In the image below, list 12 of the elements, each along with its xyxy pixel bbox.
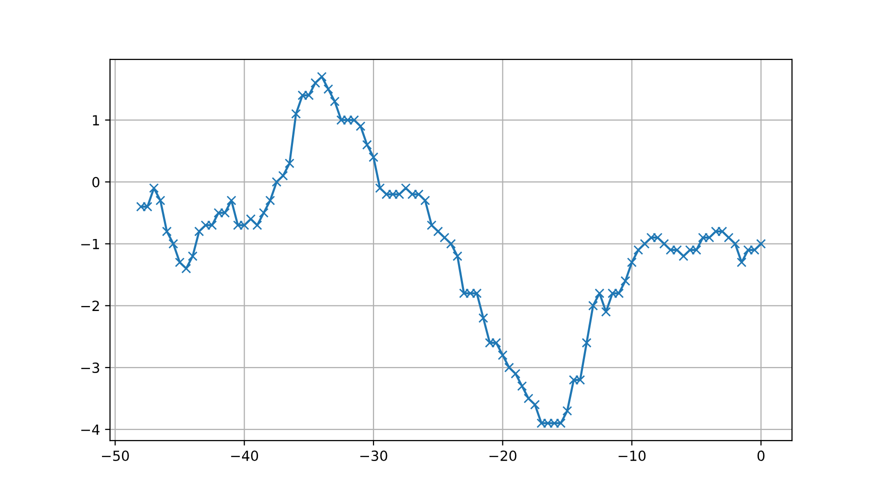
y-tick-label: −3 (81, 362, 100, 374)
x-tick-label: −20 (489, 450, 516, 462)
x-tick-label: −40 (231, 450, 258, 462)
x-tick-label: −50 (102, 450, 129, 462)
y-tick-label: −2 (81, 300, 99, 311)
y-tick-label: −4 (81, 424, 100, 435)
x-tick-label: −10 (618, 450, 646, 462)
x-tick-label: −30 (360, 450, 388, 462)
x-tick-label: 0 (757, 450, 764, 462)
y-tick-label: −1 (81, 238, 99, 250)
y-tick-label: 0 (92, 176, 100, 188)
y-tick-label: 1 (92, 115, 99, 126)
